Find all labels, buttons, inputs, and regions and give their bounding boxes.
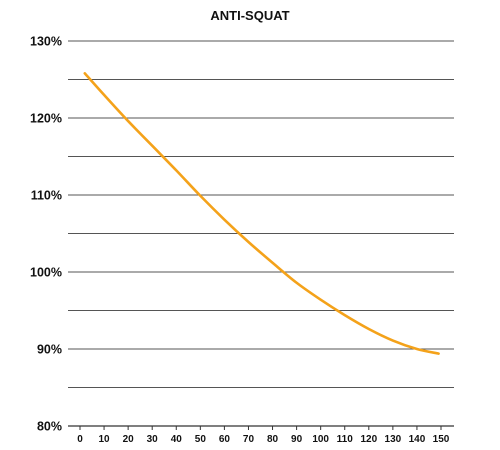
x-tick-label-100: 100 <box>312 434 329 445</box>
x-tick-label-110: 110 <box>337 434 354 445</box>
x-tick-label-90: 90 <box>291 434 303 445</box>
y-axis-ticks: 80% 90% 100% 110% 120% 130% <box>30 35 62 434</box>
y-tick-label-120: 120% <box>30 112 62 126</box>
data-point-100 <box>319 298 323 302</box>
x-tick-label-130: 130 <box>385 434 402 445</box>
x-tick-label-0: 0 <box>77 434 83 445</box>
data-point-120 <box>367 327 371 331</box>
y-tick-label-80: 80% <box>37 420 62 434</box>
data-point-90 <box>295 281 299 285</box>
data-point-110 <box>343 313 347 317</box>
x-tick-label-140: 140 <box>409 434 426 445</box>
x-tick-label-80: 80 <box>267 434 279 445</box>
data-point-10 <box>102 93 106 97</box>
x-tick-label-70: 70 <box>243 434 255 445</box>
data-point-80 <box>271 261 275 265</box>
data-point-140 <box>415 347 419 351</box>
series-line-0 <box>83 72 440 355</box>
data-point-70 <box>246 240 250 244</box>
data-point-149 <box>437 352 441 356</box>
data-point-2 <box>83 71 87 75</box>
y-tick-label-130: 130% <box>30 35 62 49</box>
data-point-130 <box>391 339 395 343</box>
x-tick-label-40: 40 <box>171 434 183 445</box>
data-point-20 <box>126 119 130 123</box>
x-tick-label-20: 20 <box>123 434 135 445</box>
data-point-30 <box>150 144 154 148</box>
x-tick-label-10: 10 <box>99 434 111 445</box>
x-tick-label-60: 60 <box>219 434 231 445</box>
grid-lines <box>68 40 454 427</box>
series-group <box>83 71 441 356</box>
x-tick-label-30: 30 <box>147 434 159 445</box>
y-tick-label-110: 110% <box>31 189 62 203</box>
data-point-60 <box>222 218 226 222</box>
data-point-50 <box>198 194 202 198</box>
chart-title: ANTI-SQUAT <box>210 8 289 23</box>
data-point-40 <box>174 168 178 172</box>
y-tick-label-100: 100% <box>30 266 62 280</box>
x-tick-label-150: 150 <box>433 434 450 445</box>
x-axis-ticks: 0 10 20 30 40 50 60 70 80 90 100 110 120 130 140 150 <box>77 426 450 445</box>
y-tick-label-90: 90% <box>37 343 62 357</box>
x-tick-label-50: 50 <box>195 434 207 445</box>
x-tick-label-120: 120 <box>360 434 377 445</box>
